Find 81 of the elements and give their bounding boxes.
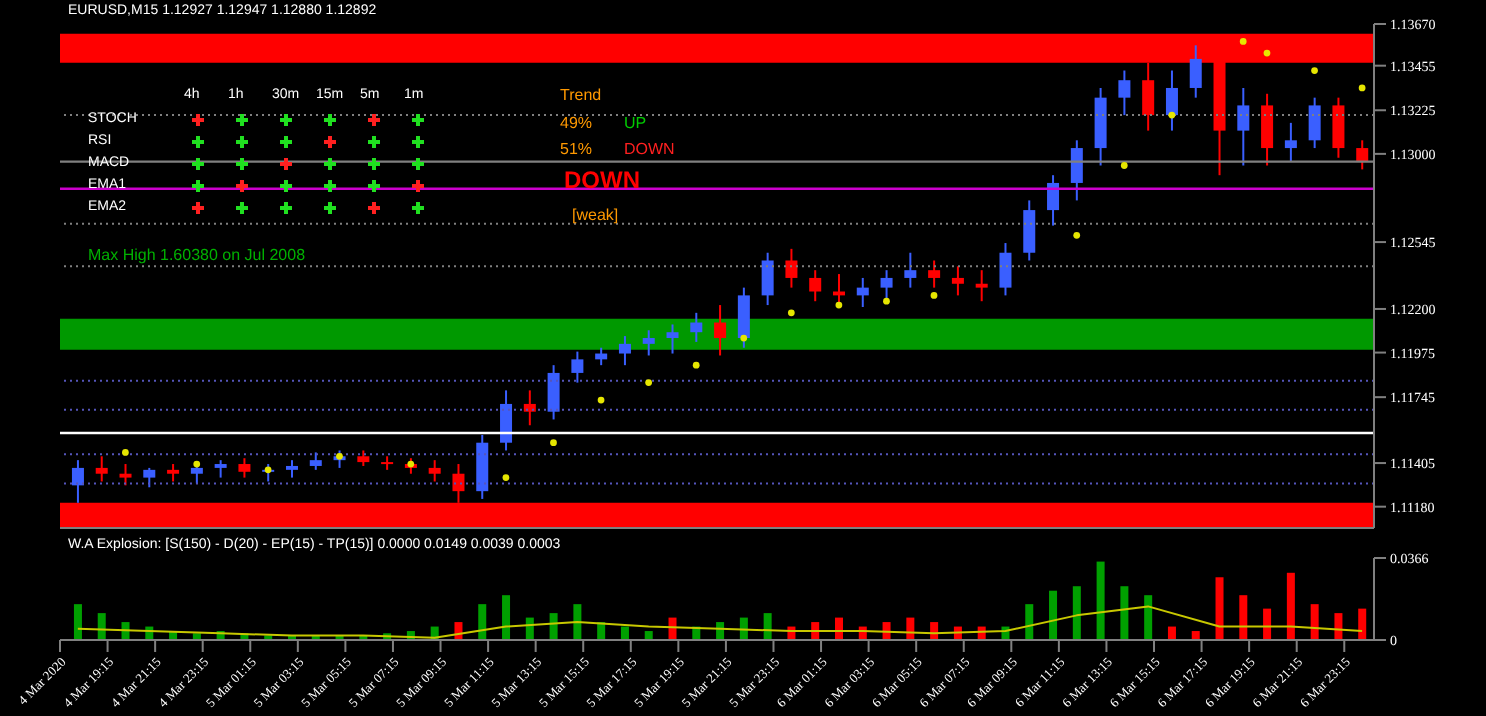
candlestick — [1070, 139, 1083, 202]
bar — [1215, 577, 1224, 640]
bar — [1096, 561, 1105, 640]
point — [122, 449, 129, 456]
point — [1168, 111, 1176, 119]
candlestick — [1023, 199, 1036, 262]
bar — [1144, 595, 1153, 640]
candlestick — [1189, 44, 1202, 99]
candlestick — [571, 350, 584, 384]
candlestick — [904, 251, 917, 289]
point — [645, 379, 653, 386]
candlestick — [95, 455, 108, 483]
point — [740, 334, 748, 342]
candlestick — [71, 459, 84, 504]
point — [193, 460, 201, 468]
point — [1263, 49, 1271, 57]
candlestick — [785, 247, 798, 289]
bar — [1049, 590, 1058, 640]
candlestick — [737, 286, 750, 349]
bar — [502, 595, 511, 640]
candlestick — [856, 276, 869, 309]
candlestick — [999, 242, 1012, 297]
candlestick — [1332, 96, 1345, 159]
candlestick — [951, 265, 964, 297]
point — [1311, 67, 1318, 74]
candlestick — [928, 259, 941, 289]
bar — [73, 604, 82, 640]
candlestick — [238, 457, 251, 479]
candlestick — [666, 323, 679, 355]
bar — [1358, 608, 1367, 640]
candlestick — [1047, 174, 1060, 227]
candlestick — [190, 463, 203, 485]
candlestick — [690, 311, 703, 343]
candlestick — [143, 466, 156, 489]
bar — [478, 604, 487, 640]
candlestick — [1284, 121, 1297, 163]
candlestick — [809, 269, 822, 303]
point — [597, 396, 605, 404]
bar — [1310, 604, 1319, 640]
point — [692, 361, 700, 369]
bar — [1239, 595, 1248, 640]
point — [787, 309, 795, 317]
point — [1120, 162, 1128, 169]
point — [1239, 38, 1247, 45]
candlestick — [119, 463, 132, 487]
point — [502, 474, 510, 481]
annotation: UP — [624, 114, 647, 132]
candlestick — [1237, 86, 1250, 167]
point — [930, 292, 938, 299]
candlestick — [547, 364, 560, 421]
annotation: DOWN — [564, 166, 640, 194]
candlestick — [428, 459, 441, 483]
candlestick — [714, 304, 727, 357]
point — [883, 297, 890, 305]
bar — [1286, 572, 1295, 640]
candlestick — [618, 335, 631, 367]
candlestick — [523, 389, 536, 427]
candlestick — [1118, 69, 1131, 117]
candlestick — [642, 329, 655, 357]
point — [1358, 84, 1366, 92]
candlestick — [500, 389, 513, 452]
bar — [1072, 586, 1081, 640]
candlestick — [761, 251, 774, 307]
point — [835, 301, 843, 309]
annotation: 51% — [560, 140, 593, 158]
candlestick — [880, 269, 893, 303]
annotation: [weak] — [572, 206, 619, 224]
bar — [1120, 586, 1129, 640]
annotation: Trend — [560, 86, 602, 104]
candlestick — [975, 269, 988, 303]
bar — [1025, 604, 1034, 640]
bar — [573, 604, 582, 640]
annotation: DOWN — [624, 140, 675, 158]
line-series — [76, 605, 1364, 639]
annotation: Max High 1.60380 on Jul 2008 — [88, 246, 306, 264]
point — [1073, 231, 1081, 239]
annotation: 49% — [560, 114, 593, 132]
candlestick — [1165, 69, 1178, 132]
point — [550, 439, 557, 447]
candlestick — [1308, 96, 1321, 150]
candlestick — [1261, 92, 1274, 167]
